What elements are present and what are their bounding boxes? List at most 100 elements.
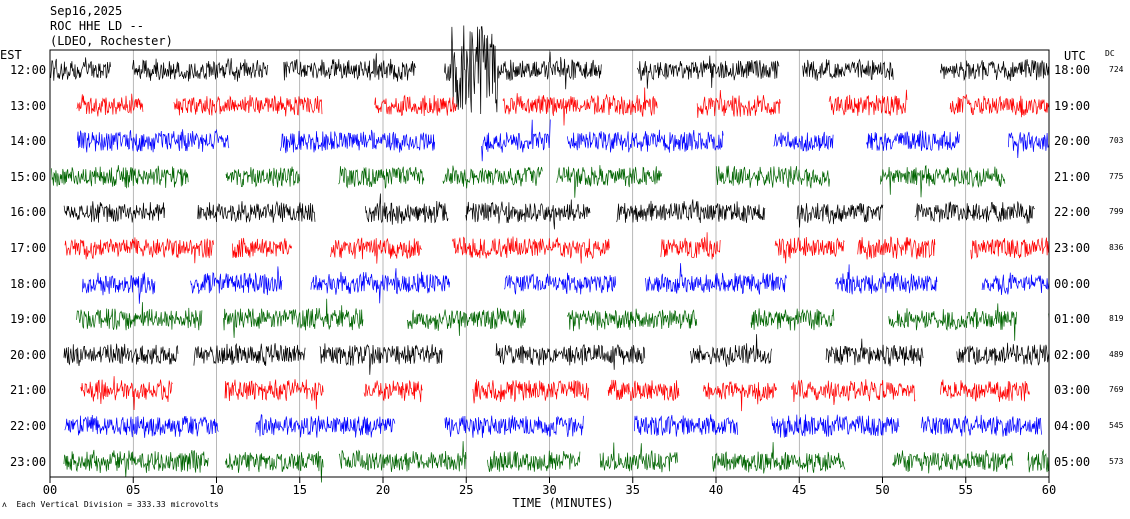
header-location: (LDEO, Rochester) xyxy=(50,34,173,48)
est-label-1800: 18:00 xyxy=(10,276,47,291)
trace-segment-9-4 xyxy=(607,379,680,402)
trace-row-2100 xyxy=(80,376,1030,412)
vertical-division-footnote: ᴧ Each Vertical Division = 333.33 microv… xyxy=(2,500,219,509)
est-label-1900: 19:00 xyxy=(10,312,47,327)
trace-segment-2-0 xyxy=(77,128,230,153)
utc-label-2100: 21:00 xyxy=(1054,169,1091,184)
est-label-1600: 16:00 xyxy=(10,205,47,220)
est-axis-title: EST xyxy=(0,48,22,62)
dc-value-2: 703 xyxy=(1109,136,1124,146)
trace-segment-5-3 xyxy=(452,236,610,264)
est-label-2200: 22:00 xyxy=(10,419,47,433)
trace-segment-10-2 xyxy=(444,415,584,438)
trace-segment-9-5 xyxy=(703,381,777,412)
trace-segment-9-3 xyxy=(472,379,589,404)
trace-segment-11-1 xyxy=(225,451,324,483)
trace-row-2300 xyxy=(63,441,1050,483)
trace-segment-4-2 xyxy=(365,193,449,225)
utc-label-0400: 04:00 xyxy=(1054,419,1091,433)
trace-segment-1-4 xyxy=(696,89,781,118)
trace-segment-7-1 xyxy=(223,298,364,338)
dc-value-11: 573 xyxy=(1109,456,1124,466)
trace-segment-0-3 xyxy=(444,25,602,115)
x-tick-label-20: 20 xyxy=(376,483,390,497)
utc-label-2200: 22:00 xyxy=(1054,205,1091,220)
trace-segment-2-1 xyxy=(279,129,436,154)
est-label-1300: 13:00 xyxy=(10,98,47,113)
trace-segment-6-5 xyxy=(835,264,938,295)
trace-row-1900 xyxy=(76,298,1050,341)
utc-axis-title: UTC xyxy=(1064,49,1086,63)
x-tick-label-15: 15 xyxy=(293,483,307,497)
x-tick-label-05: 05 xyxy=(126,483,140,497)
trace-segment-7-0 xyxy=(76,302,203,331)
trace-segment-5-2 xyxy=(330,237,423,264)
trace-segment-5-7 xyxy=(970,237,1050,260)
trace-segment-7-4 xyxy=(750,308,835,331)
utc-label-2000: 20:00 xyxy=(1054,134,1091,149)
x-tick-label-60: 60 xyxy=(1042,483,1056,497)
trace-segment-4-3 xyxy=(465,199,591,230)
utc-label-0200: 02:00 xyxy=(1054,347,1091,362)
trace-segment-3-6 xyxy=(879,164,1006,198)
trace-segment-8-6 xyxy=(956,342,1050,366)
trace-segment-8-1 xyxy=(193,342,306,367)
trace-segment-9-7 xyxy=(940,379,1030,402)
trace-segment-1-6 xyxy=(949,94,1050,118)
trace-segment-0-2 xyxy=(283,53,417,82)
trace-row-1300 xyxy=(76,87,1050,126)
trace-row-2200 xyxy=(64,414,1043,438)
trace-segment-10-1 xyxy=(255,414,396,438)
dc-value-7: 819 xyxy=(1109,314,1124,324)
x-tick-label-40: 40 xyxy=(709,483,723,497)
utc-label-0500: 05:00 xyxy=(1054,454,1091,469)
dc-value-3: 775 xyxy=(1109,171,1124,181)
trace-segment-10-0 xyxy=(64,414,219,438)
trace-segment-6-0 xyxy=(81,272,156,304)
dc-value-8: 489 xyxy=(1109,349,1124,359)
utc-label-1900: 19:00 xyxy=(1054,98,1091,113)
est-label-1500: 15:00 xyxy=(10,169,47,184)
trace-segment-6-1 xyxy=(190,266,283,296)
trace-segment-8-5 xyxy=(825,338,924,367)
trace-segment-10-4 xyxy=(771,414,900,438)
utc-label-2300: 23:00 xyxy=(1054,241,1091,255)
trace-segment-4-5 xyxy=(796,202,884,228)
trace-segment-11-0 xyxy=(63,449,209,478)
dc-column-title: DC xyxy=(1105,49,1115,58)
trace-row-1500 xyxy=(51,164,1006,198)
trace-segment-5-4 xyxy=(660,232,721,260)
x-axis-label: TIME (MINUTES) xyxy=(512,496,613,510)
trace-segment-6-2 xyxy=(310,268,451,304)
trace-segment-7-2 xyxy=(406,307,526,336)
x-tick-label-55: 55 xyxy=(959,483,973,497)
x-axis-ticks: 00 05 10 15 20 25 30 35 40 45 50 55 60 TIME (MINUTES) xyxy=(43,477,1056,510)
trace-segment-10-3 xyxy=(634,414,738,437)
trace-segment-11-3 xyxy=(487,450,581,472)
x-tick-label-00: 00 xyxy=(43,483,57,497)
utc-label-0100: 01:00 xyxy=(1054,312,1091,327)
trace-segment-4-6 xyxy=(914,201,1035,224)
est-label-2100: 21:00 xyxy=(10,383,47,398)
trace-segment-1-2 xyxy=(374,94,458,117)
trace-segment-8-4 xyxy=(690,334,772,367)
trace-segment-10-5 xyxy=(920,414,1043,437)
trace-segment-4-1 xyxy=(197,200,316,223)
x-tick-label-10: 10 xyxy=(209,483,223,497)
trace-segment-6-6 xyxy=(981,272,1050,296)
trace-segment-8-0 xyxy=(63,343,179,367)
trace-segment-11-2 xyxy=(338,441,467,473)
est-label-2300: 23:00 xyxy=(10,454,47,469)
trace-segment-7-5 xyxy=(888,303,1017,341)
trace-row-1700 xyxy=(64,232,1050,264)
trace-segment-9-0 xyxy=(80,376,173,411)
trace-segment-4-0 xyxy=(63,201,166,223)
x-tick-label-25: 25 xyxy=(459,483,473,497)
trace-segment-5-6 xyxy=(857,236,936,260)
trace-segment-5-1 xyxy=(232,237,293,258)
dc-value-5: 836 xyxy=(1109,243,1124,252)
utc-label-1800: 18:00 xyxy=(1054,63,1091,77)
trace-segment-1-5 xyxy=(828,89,908,116)
est-label-1700: 17:00 xyxy=(10,241,47,255)
